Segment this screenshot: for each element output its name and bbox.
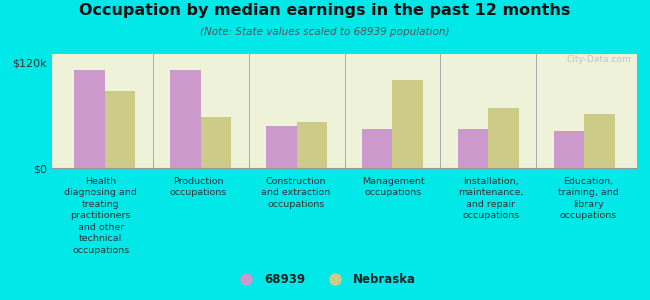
Text: Construction
and extraction
occupations: Construction and extraction occupations bbox=[261, 177, 330, 209]
Bar bbox=[488, 108, 519, 168]
Text: Installation,
maintenance,
and repair
occupations: Installation, maintenance, and repair oc… bbox=[458, 177, 523, 220]
Bar bbox=[393, 80, 423, 168]
Bar bbox=[105, 91, 135, 168]
Bar bbox=[296, 122, 327, 168]
Bar bbox=[266, 126, 296, 168]
Text: Occupation by median earnings in the past 12 months: Occupation by median earnings in the pas… bbox=[79, 3, 571, 18]
Text: Health
diagnosing and
treating
practitioners
and other
technical
occupations: Health diagnosing and treating practitio… bbox=[64, 177, 137, 255]
Bar bbox=[74, 70, 105, 168]
Bar bbox=[584, 114, 615, 168]
Text: Education,
training, and
library
occupations: Education, training, and library occupat… bbox=[558, 177, 619, 220]
Bar bbox=[201, 117, 231, 168]
Bar bbox=[554, 131, 584, 168]
Text: Production
occupations: Production occupations bbox=[170, 177, 227, 197]
Legend: 68939, Nebraska: 68939, Nebraska bbox=[230, 269, 420, 291]
Bar bbox=[170, 70, 201, 168]
Bar bbox=[458, 129, 488, 168]
Text: City-Data.com: City-Data.com bbox=[567, 55, 631, 64]
Bar bbox=[362, 129, 393, 168]
Text: Management
occupations: Management occupations bbox=[362, 177, 424, 197]
Text: (Note: State values scaled to 68939 population): (Note: State values scaled to 68939 popu… bbox=[200, 27, 450, 37]
